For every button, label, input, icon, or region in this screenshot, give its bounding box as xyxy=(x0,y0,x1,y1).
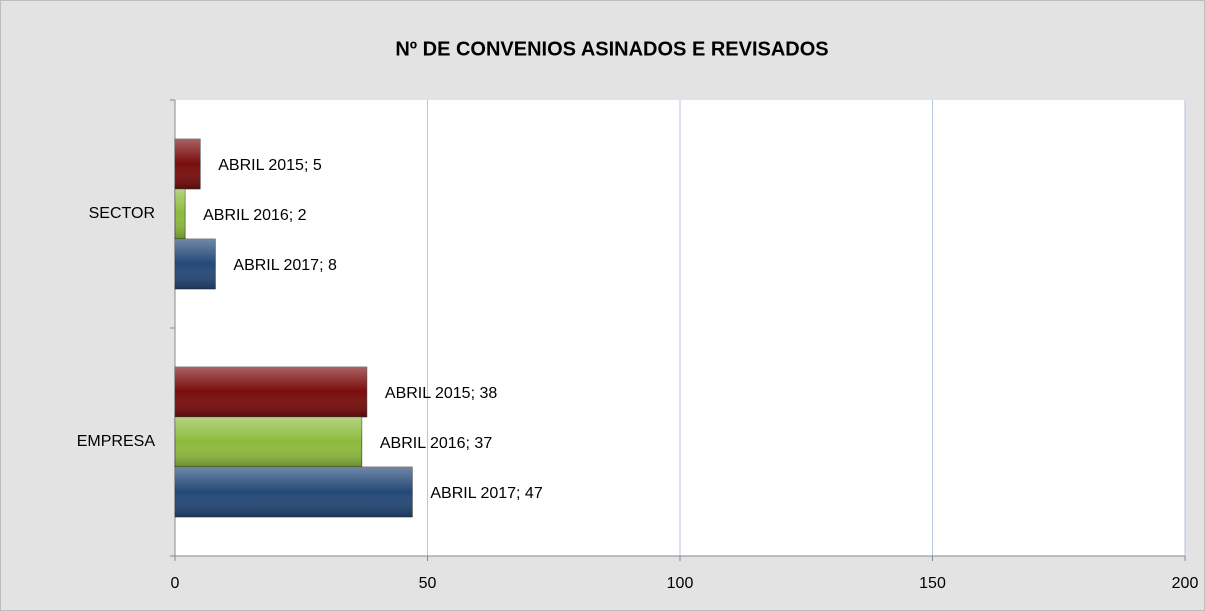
x-tick-label: 0 xyxy=(171,575,180,592)
data-label: ABRIL 2015; 5 xyxy=(218,157,322,174)
x-tick-label: 100 xyxy=(667,575,694,592)
bar-shine xyxy=(175,417,362,467)
bar-shine xyxy=(175,189,186,239)
data-label: ABRIL 2016; 37 xyxy=(380,435,492,452)
chart-title: Nº DE CONVENIOS ASINADOS E REVISADOS xyxy=(395,38,828,60)
data-label: ABRIL 2016; 2 xyxy=(203,207,307,224)
data-label: ABRIL 2017; 47 xyxy=(430,485,542,502)
bar-shine xyxy=(175,239,216,289)
bar-shine xyxy=(175,139,201,189)
x-tick-label: 150 xyxy=(919,575,946,592)
bar-shine xyxy=(175,367,367,417)
y-tick-label: SECTOR xyxy=(89,205,155,222)
data-label: ABRIL 2015; 38 xyxy=(385,385,497,402)
y-tick-label: EMPRESA xyxy=(77,433,156,450)
x-tick-label: 50 xyxy=(419,575,437,592)
x-tick-label: 200 xyxy=(1172,575,1199,592)
data-label: ABRIL 2017; 8 xyxy=(233,257,337,274)
bar-shine xyxy=(175,467,413,517)
